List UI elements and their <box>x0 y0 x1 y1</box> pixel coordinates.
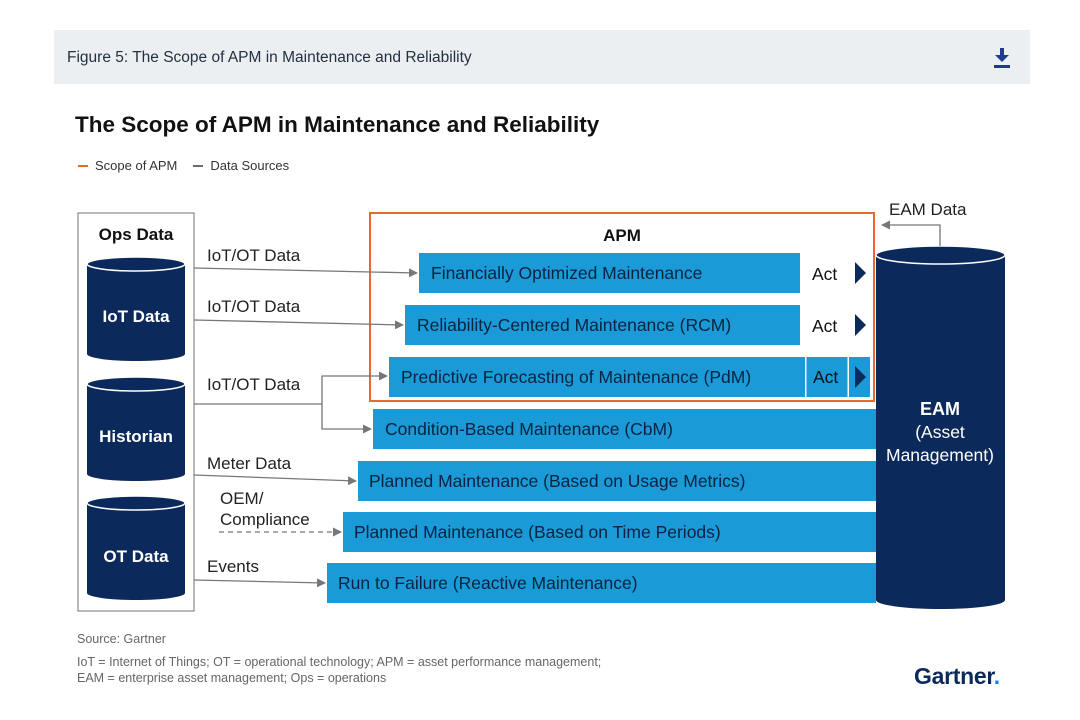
act-triangle-financially-optimized <box>855 262 866 284</box>
act-triangle-rcm <box>855 314 866 336</box>
source-label-iot: IoT Data <box>102 307 170 326</box>
eam-data-label: EAM Data <box>889 200 967 219</box>
eam-subtitle-line2: Management) <box>886 445 994 465</box>
act-triangle-pdm <box>855 366 866 388</box>
flow-label-meter: Meter Data <box>207 454 292 473</box>
act-label-rcm: Act <box>812 316 837 336</box>
flow-arrow-meter <box>193 474 357 486</box>
legend-item-apm: Scope of APM <box>78 158 177 173</box>
footnote-line1: IoT = Internet of Things; OT = operation… <box>77 655 602 669</box>
gartner-logo: Gartner. <box>914 663 1000 690</box>
download-button[interactable] <box>990 44 1014 70</box>
legend-label-apm: Scope of APM <box>95 158 178 173</box>
legend-item-data-sources: Data Sources <box>193 158 289 173</box>
cylinder-iot-data: IoT Data <box>86 256 186 361</box>
footnote: IoT = Internet of Things; OT = operation… <box>77 654 697 686</box>
eam-cylinder: EAM (Asset Management) <box>875 245 1006 609</box>
flow-label-iot3: IoT/OT Data <box>207 375 301 394</box>
flow-label-iot1: IoT/OT Data <box>207 246 301 265</box>
source-label-historian: Historian <box>99 427 173 446</box>
bar-pdm <box>389 357 805 397</box>
flow-label-iot2: IoT/OT Data <box>207 297 301 316</box>
flow-arrow-iot3 <box>194 371 388 405</box>
bar-cbm <box>373 409 876 449</box>
download-icon <box>994 48 1010 68</box>
bar-run-to-failure <box>327 563 876 603</box>
source-note: Source: Gartner <box>77 632 166 646</box>
act-label-financially-optimized: Act <box>812 264 837 284</box>
bar-financially-optimized <box>419 253 800 293</box>
apm-scope-box <box>369 212 875 402</box>
flow-arrow-events <box>193 578 326 588</box>
bar-planned-time <box>343 512 876 552</box>
source-label-ot: OT Data <box>103 547 169 566</box>
footnote-line2: EAM = enterprise asset management; Ops =… <box>77 671 387 685</box>
act-box-pdm <box>806 357 848 397</box>
flow-arrow-iot1 <box>193 267 418 278</box>
flow-arrow-iot2 <box>193 319 404 330</box>
page-title: The Scope of APM in Maintenance and Reli… <box>75 112 600 137</box>
bar-planned-usage <box>358 461 876 501</box>
apm-label: APM <box>603 226 641 245</box>
strategy-label-run-to-failure: Run to Failure (Reactive Maintenance) <box>338 573 638 593</box>
flow-arrow-iot3-cbm <box>321 404 372 434</box>
flow-label-oem-line2: Compliance <box>220 510 310 529</box>
strategy-label-pdm: Predictive Forecasting of Maintenance (P… <box>401 367 751 387</box>
strategy-label-rcm: Reliability-Centered Maintenance (RCM) <box>417 315 731 335</box>
legend-swatch-data-sources <box>193 164 204 167</box>
legend: Scope of APM Data Sources <box>78 158 305 173</box>
gartner-logo-dot: . <box>993 663 1000 689</box>
ops-data-heading: Ops Data <box>99 225 174 244</box>
flow-label-events: Events <box>207 557 259 576</box>
legend-label-data-sources: Data Sources <box>210 158 290 173</box>
flow-label-oem-line1: OEM/ <box>220 489 264 508</box>
strategy-label-cbm: Condition-Based Maintenance (CbM) <box>385 419 673 439</box>
act-label-pdm: Act <box>813 367 838 387</box>
figure-header: Figure 5: The Scope of APM in Maintenanc… <box>54 30 1030 84</box>
legend-swatch-apm <box>78 164 88 167</box>
gartner-logo-text: Gartner <box>914 663 994 689</box>
strategy-label-planned-time: Planned Maintenance (Based on Time Perio… <box>354 522 721 542</box>
figure-caption: Figure 5: The Scope of APM in Maintenanc… <box>67 49 472 66</box>
cylinder-historian: Historian <box>86 376 186 481</box>
cylinder-ot-data: OT Data <box>86 495 186 600</box>
strategy-label-planned-usage: Planned Maintenance (Based on Usage Metr… <box>369 471 745 491</box>
eam-subtitle-line1: (Asset <box>915 422 965 442</box>
bar-rcm <box>405 305 800 345</box>
eam-title: EAM <box>920 399 960 419</box>
eam-data-arrow <box>881 220 941 246</box>
strategy-label-financially-optimized: Financially Optimized Maintenance <box>431 263 702 283</box>
